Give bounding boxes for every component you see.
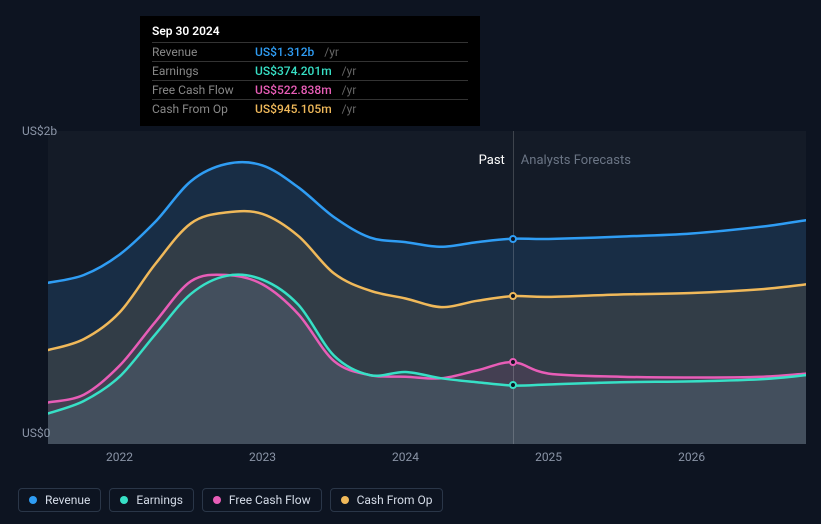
tooltip-row: Cash From Op US$945.105m/yr [152,99,468,118]
x-tick: 2024 [392,450,419,464]
tooltip-row-unit: /yr [324,45,339,59]
x-tick: 2022 [106,450,133,464]
y-axis-label-min: US$0 [22,426,50,440]
section-label-forecast: Analysts Forecasts [521,153,631,168]
tooltip-row: Revenue US$1.312b/yr [152,42,468,61]
legend-item-revenue[interactable]: Revenue [18,488,101,512]
legend-dot [213,496,221,504]
chart-tooltip: Sep 30 2024 Revenue US$1.312b/yr Earnings U… [140,16,480,126]
marker-cash-from-op [509,292,517,300]
tooltip-row-value: US$374.201m [255,64,332,78]
legend-dot [341,496,349,504]
x-tick: 2026 [678,450,705,464]
legend-label: Cash From Op [357,493,433,507]
marker-earnings [509,381,517,389]
x-axis: 2022 2023 2024 2025 2026 [48,450,806,470]
legend-item-earnings[interactable]: Earnings [109,488,194,512]
legend-label: Revenue [45,493,90,507]
legend-label: Earnings [136,493,183,507]
tooltip-row-unit: /yr [342,83,357,97]
tooltip-row-label: Revenue [152,45,247,59]
section-label-past: Past [479,153,505,168]
past-forecast-divider [513,131,514,444]
x-tick: 2023 [249,450,276,464]
legend-dot [29,496,37,504]
tooltip-row: Free Cash Flow US$522.838m/yr [152,80,468,99]
chart-plot-area[interactable]: Past Analysts Forecasts [48,131,806,444]
chart-legend: Revenue Earnings Free Cash Flow Cash From O… [18,488,443,512]
marker-free-cash-flow [509,358,517,366]
tooltip-row-label: Cash From Op [152,102,247,116]
legend-item-cash-from-op[interactable]: Cash From Op [330,488,444,512]
marker-revenue [509,235,517,243]
chart-lines-svg [48,131,806,444]
tooltip-row-unit: /yr [342,102,357,116]
legend-item-free-cash-flow[interactable]: Free Cash Flow [202,488,322,512]
tooltip-row-label: Earnings [152,64,247,78]
tooltip-row-label: Free Cash Flow [152,83,247,97]
tooltip-row-unit: /yr [342,64,357,78]
tooltip-row-value: US$1.312b [255,45,314,59]
tooltip-date: Sep 30 2024 [152,24,468,38]
legend-dot [120,496,128,504]
tooltip-row-value: US$945.105m [255,102,332,116]
tooltip-row-value: US$522.838m [255,83,332,97]
tooltip-row: Earnings US$374.201m/yr [152,61,468,80]
legend-label: Free Cash Flow [229,493,311,507]
x-tick: 2025 [535,450,562,464]
